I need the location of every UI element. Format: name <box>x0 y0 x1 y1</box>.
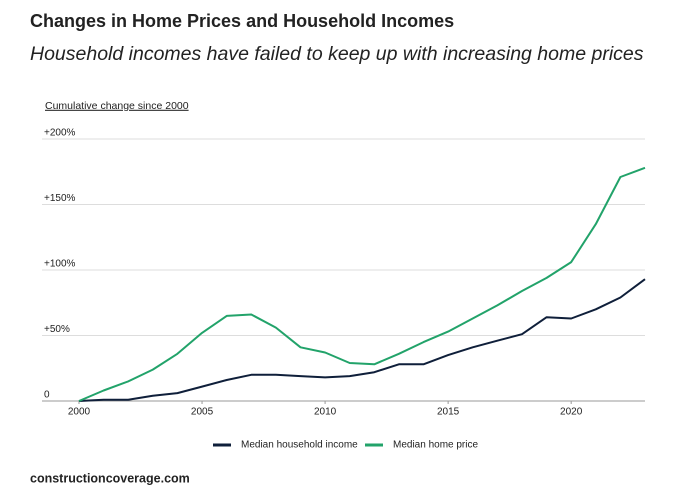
x-tick-label: 2005 <box>191 407 214 418</box>
y-tick-label: +50% <box>44 324 70 335</box>
x-tick-label: 2010 <box>314 407 337 418</box>
x-tick-label: 2020 <box>560 407 583 418</box>
line <box>78 278 646 402</box>
legend-label: Median household income <box>241 440 358 451</box>
line <box>78 166 646 402</box>
y-tick-label: +200% <box>44 128 76 139</box>
y-axis-label: Cumulative change since 2000 <box>45 100 189 112</box>
y-tick-label: +150% <box>44 193 76 204</box>
chart-title: Changes in Home Prices and Household Inc… <box>30 11 454 31</box>
y-tick-label: 0 <box>44 390 50 401</box>
chart-subtitle: Household incomes have failed to keep up… <box>30 43 644 65</box>
legend-label: Median home price <box>393 440 478 451</box>
x-tick-label: 2015 <box>437 407 460 418</box>
source: constructioncoverage.com <box>30 471 190 485</box>
y-tick-label: +100% <box>44 259 76 270</box>
x-tick-label: 2000 <box>68 407 91 418</box>
